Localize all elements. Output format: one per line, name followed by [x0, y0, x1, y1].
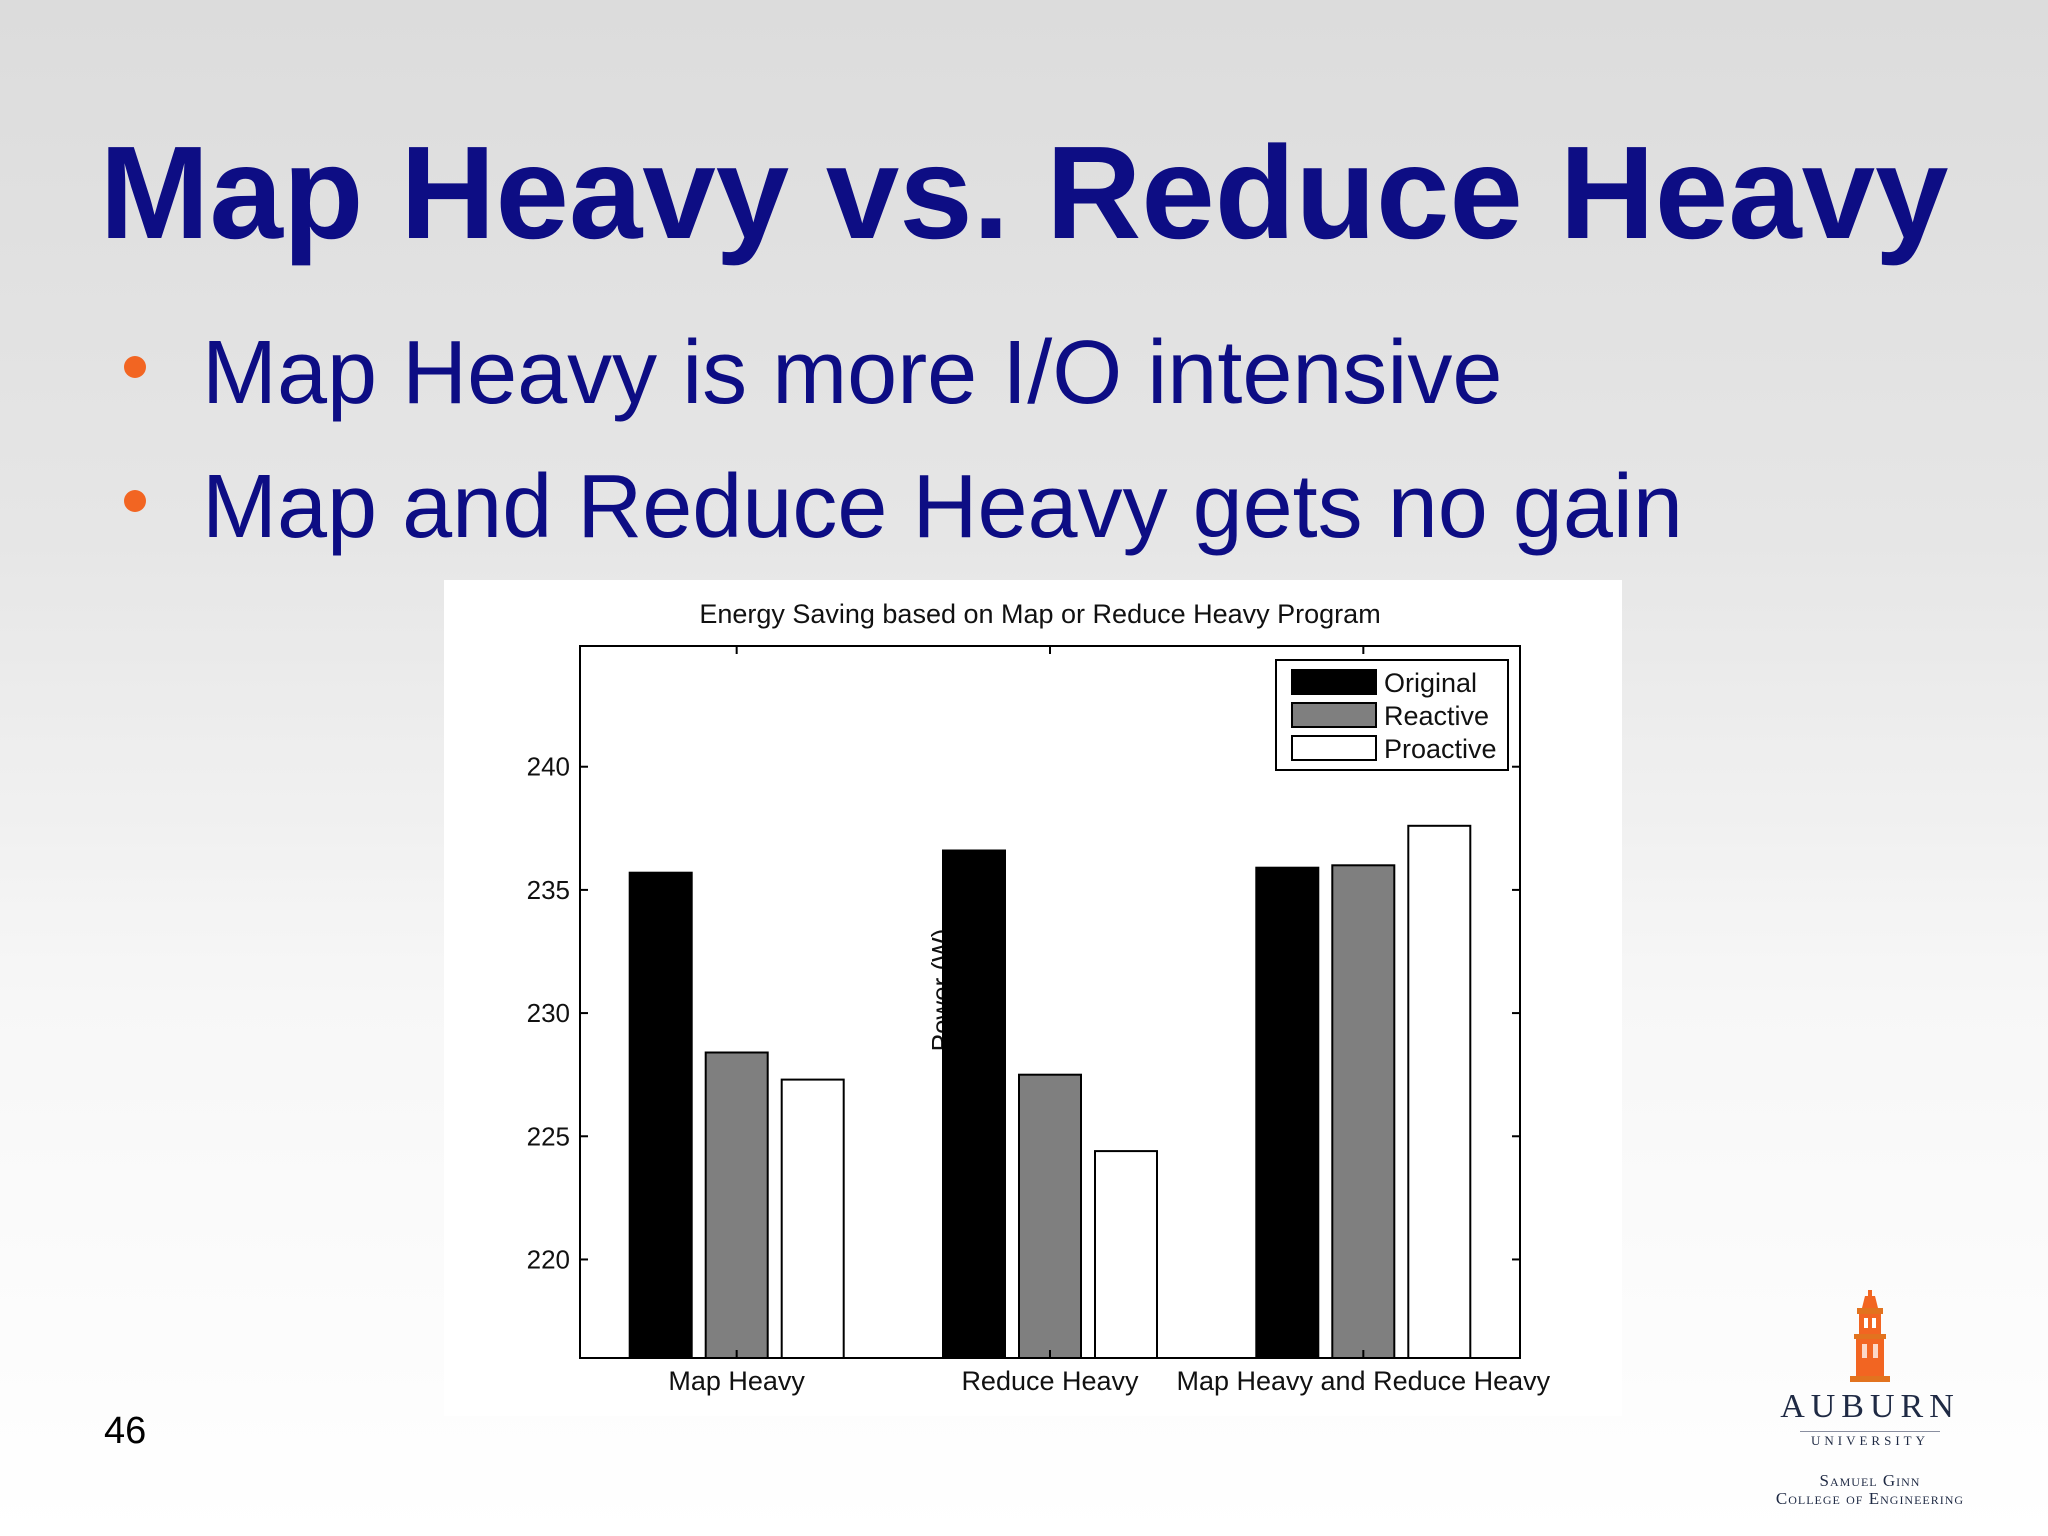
y-tick-label: 240	[527, 752, 570, 782]
page-number: 46	[104, 1410, 147, 1452]
bar-proactive-1	[1094, 1150, 1158, 1359]
logo-college-line2: College of Engineering	[1775, 1489, 1965, 1508]
auburn-logo: AUBURN UNIVERSITY Samuel Ginn College of…	[1730, 1290, 2010, 1510]
legend-swatch-proactive	[1291, 735, 1377, 761]
bullet-text: Map Heavy is more I/O intensive	[202, 323, 1503, 423]
chart-title: Energy Saving based on Map or Reduce Hea…	[699, 599, 1380, 629]
plot-frame	[579, 645, 1521, 1359]
legend-swatch-reactive	[1291, 702, 1377, 728]
bullet-dot-icon	[124, 356, 146, 378]
bar-original-1	[942, 849, 1006, 1359]
x-tick-label: Map Heavy and Reduce Heavy	[1176, 1366, 1550, 1396]
legend-label-original: Original	[1384, 668, 1477, 698]
chart-panel: Energy Saving based on Map or Reduce Hea…	[444, 580, 1622, 1416]
bar-chart: Energy Saving based on Map or Reduce Hea…	[527, 599, 1551, 1396]
bar-proactive-2	[1407, 824, 1472, 1360]
axes-layer: Map Heavy Reduce Heavy Map Heavy and Reduc…	[527, 645, 1551, 1396]
y-tick-label: 220	[527, 1244, 570, 1274]
y-tick-label: 235	[527, 875, 570, 905]
legend-label-reactive: Reactive	[1384, 701, 1489, 731]
y-tick-label: 230	[527, 998, 570, 1028]
bullet-text: Map and Reduce Heavy gets no gain	[202, 457, 1683, 557]
logo-college-line1: Samuel Ginn	[1819, 1471, 1921, 1490]
bar-reactive-2	[1331, 864, 1396, 1359]
bar-reactive-0	[704, 1051, 769, 1359]
bar-original-0	[628, 871, 693, 1359]
x-tick-label: Map Heavy	[668, 1366, 805, 1396]
slide-title: Map Heavy vs. Reduce Heavy	[99, 119, 1949, 266]
legend-label-proactive: Proactive	[1384, 734, 1497, 764]
logo-university: UNIVERSITY	[1811, 1433, 1929, 1448]
y-tick-label: 225	[527, 1121, 570, 1151]
bars-layer	[628, 824, 1472, 1360]
legend-swatch-original	[1291, 669, 1377, 695]
bullet-item: Map and Reduce Heavy gets no gain	[118, 452, 1683, 586]
bar-proactive-0	[780, 1078, 845, 1359]
bar-reactive-1	[1018, 1073, 1082, 1359]
x-tick-label: Reduce Heavy	[961, 1366, 1139, 1396]
samford-tower-icon	[1850, 1290, 1890, 1382]
bullet-list: Map Heavy is more I/O intensive Map and …	[118, 318, 1683, 586]
logo-divider	[1800, 1431, 1940, 1432]
bar-original-2	[1255, 866, 1320, 1359]
logo-college: Samuel Ginn College of Engineering	[1730, 1472, 2010, 1508]
logo-wordmark: AUBURN	[1780, 1388, 1960, 1425]
bullet-item: Map Heavy is more I/O intensive	[118, 318, 1683, 452]
bullet-dot-icon	[124, 490, 146, 512]
